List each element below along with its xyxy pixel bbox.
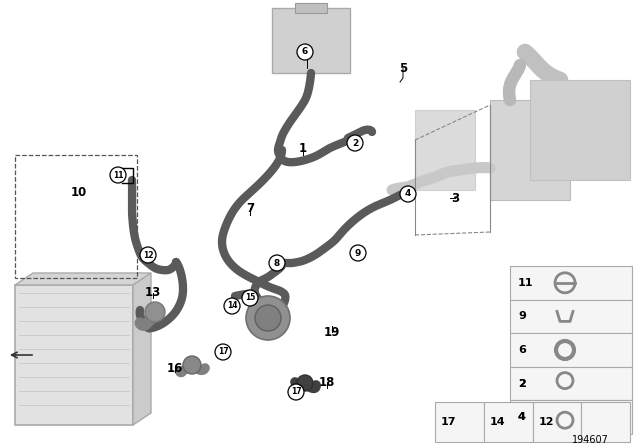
Text: 4: 4	[518, 412, 526, 422]
Bar	[435, 402, 484, 442]
Circle shape	[350, 245, 366, 261]
Bar	[510, 367, 632, 401]
Text: 194607: 194607	[572, 435, 609, 445]
Polygon shape	[15, 273, 151, 285]
Bar	[532, 402, 581, 442]
Text: 2: 2	[518, 379, 525, 388]
Text: 12: 12	[143, 250, 153, 259]
Text: 14: 14	[490, 417, 506, 427]
Text: 2: 2	[518, 379, 525, 388]
Text: 11: 11	[113, 171, 124, 180]
Bar	[484, 402, 532, 442]
Bar	[530, 80, 630, 180]
Circle shape	[288, 384, 304, 400]
Text: 6: 6	[518, 345, 526, 355]
Bar	[15, 155, 137, 278]
Bar	[415, 110, 475, 190]
Circle shape	[140, 247, 156, 263]
Text: 9: 9	[518, 311, 526, 321]
Text: 10: 10	[71, 185, 87, 198]
Circle shape	[297, 44, 313, 60]
Circle shape	[269, 255, 285, 271]
Text: 9: 9	[355, 249, 361, 258]
Text: 4: 4	[518, 412, 526, 422]
Text: 5: 5	[399, 61, 407, 74]
Text: 6: 6	[302, 47, 308, 56]
Text: 2: 2	[352, 138, 358, 147]
Circle shape	[183, 356, 201, 374]
Bar	[490, 100, 570, 200]
Circle shape	[145, 302, 165, 322]
Bar	[510, 333, 632, 367]
Text: 12: 12	[538, 417, 554, 427]
Text: 1: 1	[299, 142, 307, 155]
Bar	[272, 8, 350, 73]
Circle shape	[246, 296, 290, 340]
Polygon shape	[133, 273, 151, 425]
Circle shape	[215, 344, 231, 360]
Text: 16: 16	[167, 362, 183, 375]
Text: 17: 17	[291, 388, 301, 396]
Circle shape	[242, 290, 258, 306]
Circle shape	[110, 167, 126, 183]
Text: 14: 14	[227, 302, 237, 310]
Text: 18: 18	[319, 376, 335, 389]
Circle shape	[224, 298, 240, 314]
Bar	[510, 300, 632, 333]
Text: 17: 17	[441, 417, 456, 427]
Circle shape	[255, 305, 281, 331]
Text: 17: 17	[218, 348, 228, 357]
Text: 11: 11	[518, 278, 534, 288]
Text: 19: 19	[324, 326, 340, 339]
Bar	[581, 402, 630, 442]
Bar	[15, 285, 133, 425]
Text: 4: 4	[405, 190, 411, 198]
Text: 8: 8	[274, 258, 280, 267]
Bar	[510, 401, 632, 434]
Circle shape	[400, 186, 416, 202]
Circle shape	[297, 375, 313, 391]
Text: 7: 7	[246, 202, 254, 215]
Bar	[295, 3, 327, 13]
Text: 13: 13	[145, 287, 161, 300]
Text: 3: 3	[451, 191, 459, 204]
Circle shape	[347, 135, 363, 151]
Text: 15: 15	[245, 293, 255, 302]
Bar	[510, 266, 632, 300]
